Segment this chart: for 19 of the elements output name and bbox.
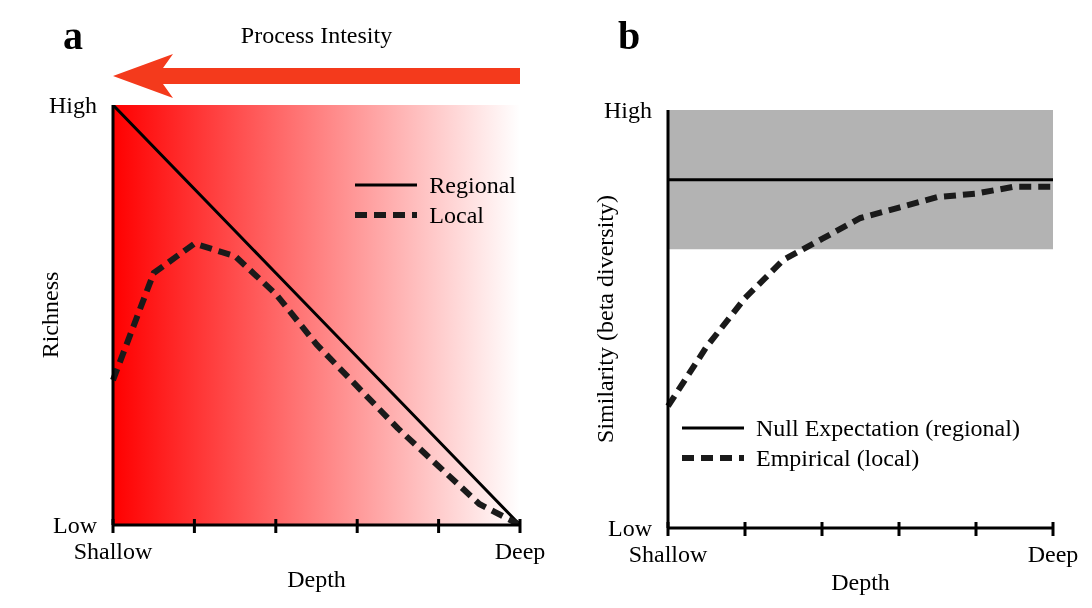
legend-label: Regional [429, 171, 516, 200]
chart-title: a [63, 12, 83, 59]
text: High [604, 96, 652, 125]
text: Process Intesity [239, 22, 394, 49]
text: Low [53, 511, 97, 540]
x-axis-title: Depth [831, 569, 890, 595]
x-axis-title: Depth [287, 566, 346, 592]
y-axis-title: Similarity (beta diversity) [591, 195, 618, 443]
x-tick-label: Shallow [628, 541, 708, 567]
legend-label: Local [429, 201, 484, 230]
x-tick-label: Deep [1027, 541, 1079, 567]
text: High [49, 91, 97, 120]
x-tick-label: Shallow [73, 538, 153, 564]
x-tick-label: Deep [494, 538, 546, 564]
text: Low [608, 514, 652, 543]
legend-label: Empirical (local) [756, 444, 920, 473]
chart-title: b [618, 12, 641, 59]
legend-label: Null Expectation (regional) [756, 414, 1020, 443]
y-axis-title: Richness [36, 271, 63, 359]
